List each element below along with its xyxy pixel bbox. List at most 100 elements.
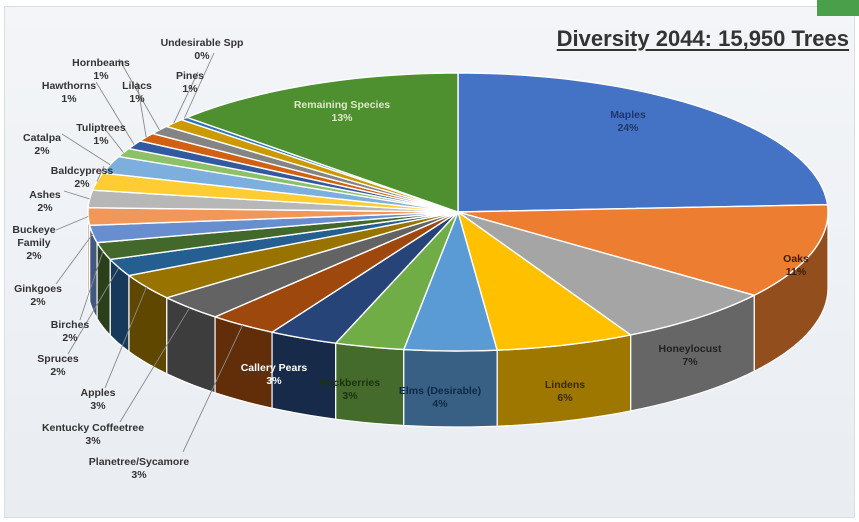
slice-label-baldcypress: Baldcypress 2%	[51, 165, 114, 190]
slice-planetree-sycamore	[214, 211, 459, 333]
slice-percent-callery-pears: 3%	[266, 375, 282, 387]
leader-line-catalpa	[61, 133, 111, 166]
slice-percent-ashes: 2%	[37, 202, 53, 214]
leader-line-apples	[104, 286, 147, 389]
slice-name-spruces: Spruces	[37, 353, 79, 365]
slice-honeylocust	[457, 211, 755, 336]
slice-side-callery-pears	[271, 331, 337, 420]
slice-kentucky-coffeetree	[166, 211, 459, 318]
leader-line-pines	[173, 71, 199, 124]
slice-label-spruces: Spruces 2%	[37, 353, 79, 378]
slice-percent-planetree-sycamore: 3%	[131, 469, 147, 481]
slice-percent-lindens: 6%	[557, 392, 573, 404]
leader-line-ginkgoes	[55, 233, 94, 285]
slice-percent-kentucky-coffeetree: 3%	[85, 435, 101, 447]
slice-elms-desirable-	[403, 211, 498, 352]
slice-label-ashes: Ashes 2%	[29, 189, 61, 214]
slice-label-tuliptrees: Tuliptrees 1%	[76, 122, 126, 147]
slice-name-undesirable-spp: Undesirable Spp	[161, 37, 244, 49]
slice-name-oaks: Oaks	[783, 253, 809, 265]
slice-label-apples: Apples 3%	[80, 387, 115, 412]
slice-percent-birches: 2%	[62, 332, 78, 344]
slice-percent-pines: 1%	[182, 83, 198, 95]
slice-percent-undesirable-spp: 0%	[194, 50, 210, 62]
leader-line-spruces	[67, 267, 120, 355]
leader-line-tuliptrees	[100, 123, 124, 153]
slice-name-kentucky-coffeetree: Kentucky Coffeetree	[42, 422, 144, 434]
slice-label-hawthorns: Hawthorns 1%	[42, 80, 96, 105]
slice-percent-hackberries: 3%	[342, 390, 358, 402]
slice-name-buckeye-family: Family	[17, 237, 50, 249]
slice-label-elms-desirable-: Elms (Desirable) 4%	[399, 385, 481, 410]
slice-label-catalpa: Catalpa 2%	[23, 132, 61, 157]
slice-name-lindens: Lindens	[545, 379, 585, 391]
slice-percent-lilacs: 1%	[129, 93, 145, 105]
slice-percent-hornbeams: 1%	[93, 70, 109, 82]
slice-labels: Maples 24% Oaks 11% Honeylocust 7% Lindens 6% El…	[12, 37, 809, 481]
slice-name-remaining-species: Remaining Species	[294, 99, 390, 111]
slice-label-ginkgoes: Ginkgoes 2%	[14, 283, 62, 308]
slice-percent-hawthorns: 1%	[61, 93, 77, 105]
slice-label-kentucky-coffeetree: Kentucky Coffeetree 3%	[42, 422, 144, 447]
slice-percent-baldcypress: 2%	[74, 178, 90, 190]
chart-title: Diversity 2044: 15,950 Trees	[556, 26, 849, 51]
leader-lines	[55, 52, 244, 453]
leader-line-buckeye-family	[55, 216, 89, 231]
slice-label-oaks: Oaks 11%	[783, 253, 809, 278]
leader-line-lilacs	[136, 81, 147, 138]
leader-line-planetree-sycamore	[182, 324, 244, 453]
slice-name-pines: Pines	[176, 70, 204, 82]
slice-label-birches: Birches 2%	[51, 319, 90, 344]
leader-line-baldcypress	[96, 165, 105, 182]
slice-name-baldcypress: Baldcypress	[51, 165, 114, 177]
slice-name-tuliptrees: Tuliptrees	[76, 122, 126, 134]
slice-label-honeylocust: Honeylocust 7%	[658, 343, 722, 368]
slice-name-planetree-sycamore: Planetree/Sycamore	[89, 456, 190, 468]
slice-percent-buckeye-family: 2%	[26, 250, 42, 262]
slice-name-callery-pears: Callery Pears	[241, 362, 308, 374]
pie-top-layer	[87, 72, 829, 352]
top-strip	[0, 0, 859, 6]
slice-name-apples: Apples	[80, 387, 115, 399]
slice-name-honeylocust: Honeylocust	[658, 343, 722, 355]
slice-label-hornbeams: Hornbeams 1%	[72, 57, 130, 82]
slice-name-buckeye-family: Buckeye	[12, 224, 55, 236]
leader-line-hornbeams	[118, 58, 160, 131]
slice-name-maples: Maples	[610, 109, 646, 121]
slice-percent-spruces: 2%	[50, 366, 66, 378]
slice-remaining-species	[186, 72, 459, 213]
leader-line-undesirable-spp	[183, 52, 215, 119]
slice-label-callery-pears: Callery Pears 3%	[241, 362, 308, 387]
leader-line-ashes	[63, 190, 90, 200]
slice-percent-tuliptrees: 1%	[93, 135, 109, 147]
slice-label-lilacs: Lilacs 1%	[122, 80, 152, 105]
slice-hackberries	[335, 211, 459, 351]
leader-line-birches	[79, 250, 104, 321]
slice-label-undesirable-spp: Undesirable Spp 0%	[161, 37, 244, 62]
slice-label-pines: Pines 1%	[176, 70, 204, 95]
slice-label-lindens: Lindens 6%	[545, 379, 585, 404]
slice-label-maples: Maples 24%	[610, 109, 646, 134]
slice-percent-oaks: 11%	[786, 266, 807, 278]
slice-maples	[457, 72, 829, 213]
slice-percent-ginkgoes: 2%	[30, 296, 46, 308]
slice-label-planetree-sycamore: Planetree/Sycamore 3%	[89, 456, 190, 481]
slice-percent-remaining-species: 13%	[331, 112, 353, 124]
slice-percent-maples: 24%	[617, 122, 639, 134]
slice-name-ashes: Ashes	[29, 189, 61, 201]
slice-percent-catalpa: 2%	[34, 145, 50, 157]
leader-line-kentucky-coffeetree	[119, 307, 191, 423]
slice-percent-elms-desirable-: 4%	[432, 398, 448, 410]
slice-label-remaining-species: Remaining Species 13%	[294, 99, 390, 124]
slice-name-ginkgoes: Ginkgoes	[14, 283, 62, 295]
slice-percent-honeylocust: 7%	[682, 356, 698, 368]
slice-lindens	[457, 211, 632, 351]
pie-side-layer	[87, 211, 829, 428]
leader-line-hawthorns	[95, 81, 135, 145]
slice-oaks	[457, 203, 829, 297]
slice-apples	[128, 211, 459, 299]
slice-name-catalpa: Catalpa	[23, 132, 61, 144]
slice-callery-pears	[271, 211, 459, 344]
